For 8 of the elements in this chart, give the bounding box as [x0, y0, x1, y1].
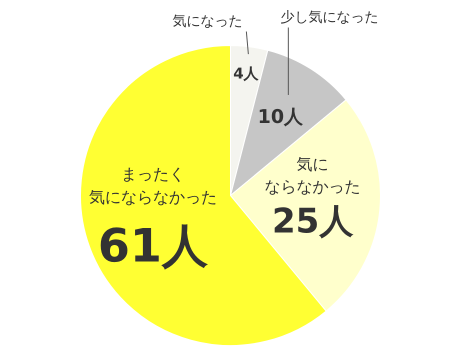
data-label: 10人 — [258, 106, 304, 128]
slice-label: 気になった — [172, 14, 242, 30]
data-label: 61人 — [98, 218, 208, 272]
data-label: 25人 — [272, 201, 354, 242]
data-label: 4人 — [233, 64, 260, 82]
slice-label: 気にならなかった — [264, 154, 361, 196]
slice-label: まったく気にならなかった — [88, 164, 217, 206]
slice-label: 少し気になった — [280, 10, 378, 26]
